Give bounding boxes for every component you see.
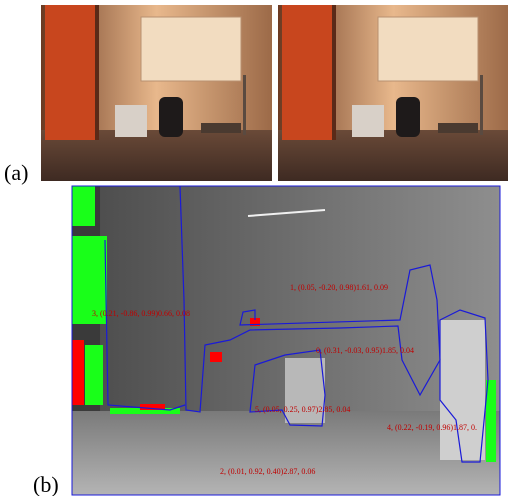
figure: (a) 1, (0.05, -0.20, 0.98)1.61, 0.09 3, … (0, 0, 508, 496)
panel-label: (a) (4, 160, 28, 185)
annotation: 4, (0.22, -0.19, 0.96)1.87, 0. (387, 423, 477, 432)
annotation: 3, (0.21, -0.86, 0.99)0.66, 0.08 (92, 309, 190, 318)
annotation: 2, (0.01, 0.92, 0.40)2.87, 0.06 (220, 467, 315, 476)
panel-label: (b) (33, 472, 59, 496)
annotation: 5, (0.05, 0.25, 0.97)2.85, 0.04 (255, 405, 350, 414)
annotation: 0, (0.31, -0.03, 0.95)1.85, 0.04 (316, 346, 414, 355)
photo-right (278, 5, 508, 181)
photo-left (41, 5, 272, 181)
panel-a: (a) (4, 5, 508, 185)
annotation: 1, (0.05, -0.20, 0.98)1.61, 0.09 (290, 283, 388, 292)
panel-b: 1, (0.05, -0.20, 0.98)1.61, 0.09 3, (0.2… (33, 186, 500, 496)
